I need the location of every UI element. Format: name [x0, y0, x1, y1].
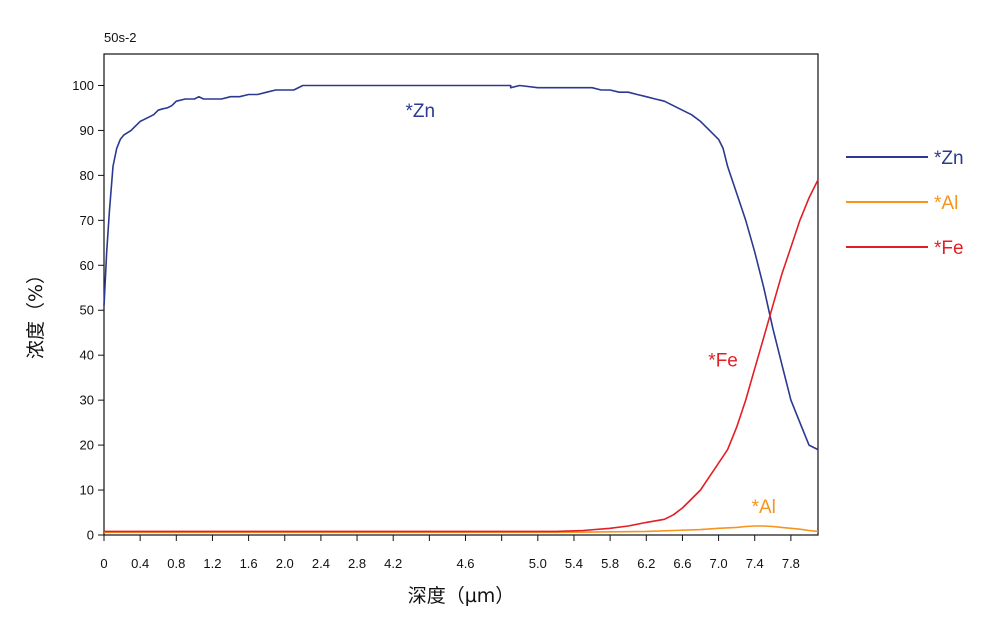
annotation-zn: *Zn — [406, 101, 436, 122]
x-tick-label: 4.6 — [456, 556, 474, 571]
x-tick-label: 5.8 — [601, 556, 619, 571]
x-tick-label: 5.4 — [565, 556, 583, 571]
x-tick-label: 1.2 — [203, 556, 221, 571]
x-tick-label: 5.0 — [529, 556, 547, 571]
series-annotations: *Zn *Fe *Al — [406, 101, 776, 518]
x-axis-title: 深度（µm） — [408, 585, 515, 607]
y-tick-label: 50 — [80, 303, 94, 318]
y-tick-label: 80 — [80, 168, 94, 183]
y-tick-label: 30 — [80, 393, 94, 408]
series-line-zn — [103, 84, 819, 451]
x-tick-label: 6.2 — [637, 556, 655, 571]
y-tick-label: 40 — [80, 348, 94, 363]
plot-frame — [103, 53, 819, 536]
y-axis-title: 浓度（%） — [25, 265, 47, 359]
y-tick-label: 100 — [72, 78, 94, 93]
x-tick-label: 2.0 — [276, 556, 294, 571]
annotation-al: *Al — [752, 497, 776, 518]
x-tick-label: 4.2 — [384, 556, 402, 571]
x-tick-label: 6.6 — [673, 556, 691, 571]
y-axis: 0 10 20 30 40 50 60 70 80 90 100 — [72, 78, 104, 543]
legend-label-zn: *Zn — [934, 148, 964, 169]
chart-title: 50s-2 — [104, 30, 137, 45]
x-tick-label: 2.8 — [348, 556, 366, 571]
x-tick-label: 1.6 — [240, 556, 258, 571]
legend: *Zn *Al *Fe — [846, 148, 964, 259]
series-line-al — [104, 525, 819, 534]
y-tick-label: 10 — [80, 483, 94, 498]
y-tick-label: 0 — [87, 528, 94, 543]
annotation-fe: *Fe — [708, 351, 738, 372]
x-tick-label: 0 — [100, 556, 107, 571]
y-tick-label: 20 — [80, 438, 94, 453]
x-tick-label: 7.8 — [782, 556, 800, 571]
series-line-fe — [104, 179, 819, 533]
x-tick-label: 7.0 — [710, 556, 728, 571]
series-lines — [103, 84, 819, 534]
x-tick-label: 0.4 — [131, 556, 149, 571]
y-tick-label: 70 — [80, 213, 94, 228]
x-tick-label: 0.8 — [167, 556, 185, 571]
legend-label-fe: *Fe — [934, 238, 964, 259]
x-tick-label: 7.4 — [746, 556, 764, 571]
x-axis: 0 0.4 0.8 1.2 1.6 2.0 2.4 2.8 4.2 4.6 5.0 5.4 5.8 6.2… — [100, 535, 800, 571]
y-tick-label: 90 — [80, 123, 94, 138]
x-tick-label: 2.4 — [312, 556, 330, 571]
legend-label-al: *Al — [934, 193, 958, 214]
y-tick-label: 60 — [80, 258, 94, 273]
